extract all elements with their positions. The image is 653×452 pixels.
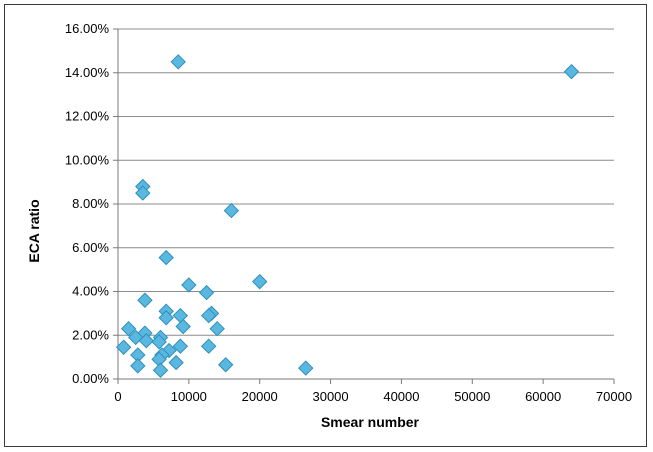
data-point — [181, 277, 197, 293]
x-tick-label: 10000 — [171, 389, 207, 404]
y-tick-label: 8.00% — [72, 196, 109, 211]
x-tick-label: 40000 — [383, 389, 419, 404]
data-point — [252, 273, 268, 290]
scatter-chart: 0.00% 2.00% 4.00% 6.00% 8.00% 10.00% 12.00% 14.… — [26, 21, 632, 430]
data-point — [158, 249, 174, 266]
data-point — [200, 307, 217, 324]
data-point — [151, 334, 167, 350]
data-point — [130, 358, 146, 374]
y-tick-label: 12.00% — [65, 109, 110, 124]
chart-frame: 0.00% 2.00% 4.00% 6.00% 8.00% 10.00% 12.00% 14.… — [4, 4, 647, 447]
data-point — [168, 354, 184, 371]
data-point — [217, 357, 234, 373]
data-point — [152, 362, 169, 378]
y-tick-label: 14.00% — [65, 65, 110, 80]
data-point — [170, 54, 186, 70]
y-tick-label: 0.00% — [72, 371, 109, 386]
y-tick-label: 10.00% — [65, 152, 110, 167]
data-point — [198, 284, 215, 301]
data-point — [158, 310, 174, 326]
data-point — [115, 339, 132, 355]
x-tick-label: 60000 — [525, 389, 561, 404]
grid-layer — [118, 28, 614, 336]
y-tick-label: 6.00% — [72, 240, 109, 255]
data-point — [223, 202, 240, 219]
x-tick-label: 20000 — [242, 389, 278, 404]
y-tick-label: 16.00% — [65, 21, 110, 36]
data-point — [137, 292, 153, 308]
data-point — [563, 63, 580, 80]
data-point — [120, 320, 137, 337]
data-point — [138, 333, 155, 349]
data-point — [209, 320, 225, 337]
x-tick-label: 70000 — [596, 389, 632, 404]
x-axis-title: Smear number — [321, 414, 420, 430]
data-points — [115, 54, 580, 378]
data-point — [200, 338, 217, 354]
data-point — [175, 318, 191, 335]
axis-layer — [113, 28, 615, 384]
x-tick-label: 0 — [114, 389, 121, 404]
data-point — [172, 307, 189, 324]
data-point — [298, 360, 314, 376]
data-point — [135, 185, 151, 201]
x-tick-labels: 0 10000 20000 30000 40000 50000 60000 70000 — [114, 389, 632, 404]
y-tick-label: 2.00% — [72, 327, 109, 342]
x-tick-label: 50000 — [454, 389, 490, 404]
y-tick-labels: 0.00% 2.00% 4.00% 6.00% 8.00% 10.00% 12.00% 14.… — [65, 21, 110, 386]
data-point — [172, 338, 189, 354]
x-tick-label: 30000 — [312, 389, 348, 404]
y-axis-title: ECA ratio — [26, 199, 42, 262]
y-tick-label: 4.00% — [72, 284, 109, 299]
